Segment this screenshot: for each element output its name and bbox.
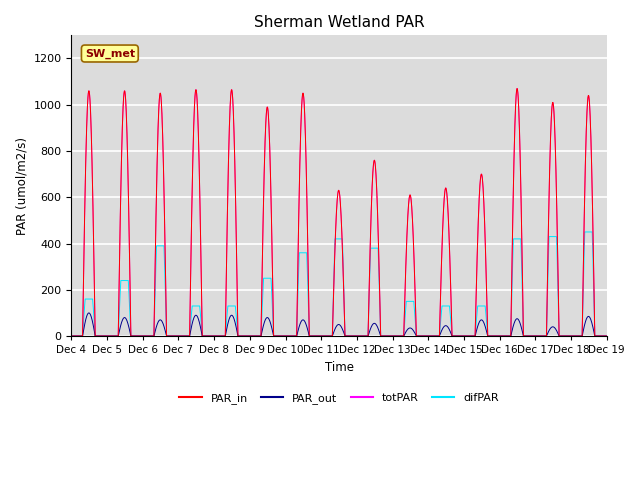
PAR_out — [493, 333, 501, 339]
difPAR — [201, 333, 209, 339]
PAR_out — [183, 333, 191, 339]
totPAR — [639, 333, 640, 339]
X-axis label: Time: Time — [324, 360, 353, 373]
PAR_in — [201, 333, 209, 339]
difPAR — [68, 333, 76, 339]
totPAR — [349, 333, 356, 339]
PAR_out — [517, 323, 525, 328]
totPAR — [201, 333, 209, 339]
difPAR — [516, 236, 524, 242]
PAR_in — [493, 333, 501, 339]
totPAR — [209, 333, 217, 339]
PAR_out — [68, 333, 76, 339]
Legend: PAR_in, PAR_out, totPAR, difPAR: PAR_in, PAR_out, totPAR, difPAR — [175, 389, 503, 408]
totPAR — [513, 85, 521, 91]
PAR_in — [349, 333, 356, 339]
Line: totPAR: totPAR — [72, 88, 640, 336]
Y-axis label: PAR (umol/m2/s): PAR (umol/m2/s) — [15, 137, 28, 235]
totPAR — [493, 333, 501, 339]
PAR_out — [202, 333, 209, 339]
difPAR — [349, 333, 356, 339]
difPAR — [209, 333, 217, 339]
difPAR — [616, 157, 624, 163]
difPAR — [182, 333, 190, 339]
difPAR — [639, 333, 640, 339]
PAR_out — [209, 333, 217, 339]
PAR_out — [85, 310, 93, 316]
PAR_in — [513, 85, 521, 91]
difPAR — [493, 333, 501, 339]
Text: SW_met: SW_met — [84, 48, 135, 59]
Line: difPAR: difPAR — [72, 160, 640, 336]
totPAR — [68, 333, 76, 339]
totPAR — [182, 333, 190, 339]
PAR_in — [182, 333, 190, 339]
PAR_in — [209, 333, 217, 339]
PAR_in — [517, 184, 525, 190]
Title: Sherman Wetland PAR: Sherman Wetland PAR — [253, 15, 424, 30]
PAR_in — [68, 333, 76, 339]
Line: PAR_in: PAR_in — [72, 88, 640, 336]
PAR_out — [349, 333, 356, 339]
Line: PAR_out: PAR_out — [72, 313, 640, 336]
PAR_in — [639, 333, 640, 339]
totPAR — [517, 184, 525, 190]
PAR_out — [639, 333, 640, 339]
